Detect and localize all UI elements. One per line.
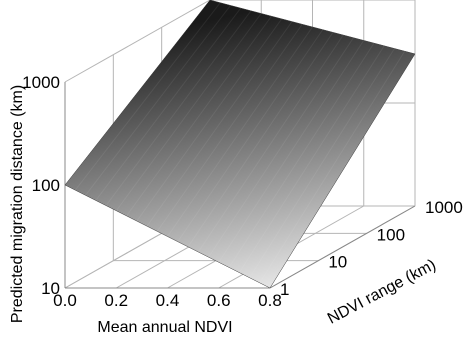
z-tick-label-1: 100 [32, 176, 60, 195]
x-tick-label-0: 0.0 [53, 291, 77, 310]
surface-mesh-line-3 [95, 7, 242, 201]
x-tick-label-4: 0.8 [258, 291, 282, 310]
surface-mesh-line-13 [197, 34, 344, 253]
z-tick-label-0: 10 [41, 279, 60, 298]
response-surface [64, 0, 416, 289]
y-axis-line [269, 205, 416, 289]
x-axis-title: Mean annual NDVI [97, 319, 232, 336]
surface-mesh-line-11 [177, 29, 324, 242]
surface-mesh-line-8 [146, 21, 293, 227]
surface-mesh-line-4 [105, 10, 252, 206]
left-wall-gridline-z-2 [64, 0, 211, 83]
y-tick-label-3: 1000 [425, 198, 463, 217]
surface-mesh-line-12 [187, 32, 334, 248]
y-tick-label-1: 10 [328, 253, 347, 272]
y-tick-label-2: 100 [377, 225, 405, 244]
surface-mesh-line-14 [208, 37, 354, 258]
surface-mesh-line-6 [126, 15, 272, 217]
x-tick-label-3: 0.6 [207, 291, 231, 310]
surface-mesh-line-10 [167, 26, 313, 237]
surface-mesh-line-7 [136, 18, 283, 222]
x-tick-label-2: 0.4 [156, 291, 180, 310]
x-tick-label-1: 0.2 [104, 291, 128, 310]
surface [64, 0, 416, 289]
surface-mesh-line-2 [85, 5, 231, 196]
surface-mesh-line-9 [156, 23, 303, 232]
y-tick-label-0: 1 [280, 280, 289, 299]
z-tick-label-2: 1000 [22, 73, 60, 92]
surface-mesh-line-15 [218, 40, 365, 263]
z-axis-title: Predicted migration distance (km) [9, 85, 26, 323]
surface-mesh-line-18 [249, 48, 395, 278]
surface-mesh-line-19 [259, 50, 406, 284]
surface-mesh-line-17 [238, 45, 385, 273]
surface-mesh-line-16 [228, 42, 375, 268]
surface-mesh-line-1 [74, 2, 221, 191]
surface-mesh-line-5 [115, 13, 262, 212]
